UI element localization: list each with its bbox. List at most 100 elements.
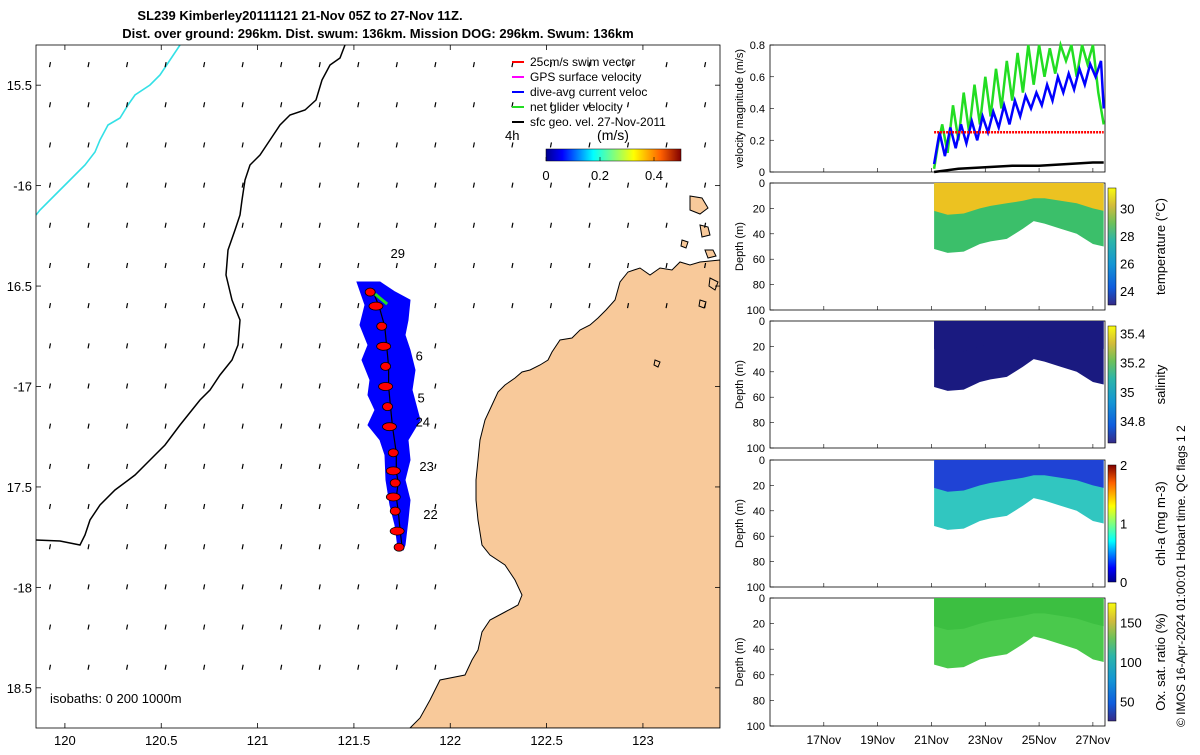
sfc-vector [395,142,398,148]
sfc-vector [164,664,167,670]
legend-entry: dive-avg current veloc [530,85,647,99]
day-label: 5 [417,391,424,406]
section-colorbar [1107,325,1117,444]
section-fill-upper [934,598,1104,630]
sfc-vector [203,142,206,148]
vel-y-tick-label: 0.8 [750,40,765,52]
sfc-vector [203,423,206,429]
depth-tick-label: 100 [747,443,765,455]
sfc-vector [318,463,321,469]
colorbar-tick-label: 150 [1120,616,1142,631]
sfc-vector [626,61,630,68]
sfc-vector [203,303,206,309]
sfc-vector [703,222,707,228]
sfc-vector [434,383,437,389]
sfc-vector [280,222,283,228]
section-ylabel: Depth (m) [734,499,746,548]
section-fill-upper [934,321,1104,353]
sfc-vector [125,463,129,469]
legend-entry: 25cm/s swim vector [530,55,635,69]
sfc-vector [395,664,398,670]
vel-y-tick-label: 0 [759,167,765,179]
map-x-tick-label: 121 [247,733,269,748]
depth-tick-label: 20 [753,203,765,215]
section-colorbar-label: Ox. sat. ratio (%) [1153,613,1168,711]
sfc-vector [87,664,90,670]
sfc-vector [203,584,206,590]
sfc-vector [48,182,52,188]
sfc-vector [434,503,437,510]
colorbar-tick-label: 0.2 [591,168,609,183]
map-x-tick-label: 121.5 [338,733,371,748]
sfc-vector [434,463,437,469]
sfc-vector [357,503,360,510]
colorbar-tick-label: 100 [1120,655,1142,670]
track-map: 29 6 5 24 23 22 120 120.5 121 121.5 122 122.5 123 1… [7,44,721,748]
depth-tick-label: 60 [753,531,765,543]
swim-vector-marker [376,321,388,331]
sfc-vector [703,142,707,148]
sfc-vector [472,262,475,269]
sfc-vector [164,343,167,349]
sfc-vector [48,61,52,68]
depth-tick-label: 80 [753,557,765,569]
sfc-vector [395,222,398,228]
sfc-vector [125,584,129,590]
sfc-vector [48,423,52,429]
sfc-vector [48,624,52,630]
time-tick-label: 27Nov [1076,733,1111,747]
sfc-vector [318,222,321,228]
isobath-1000m [36,45,346,546]
sfc-vector [357,61,360,68]
map-colorbar [545,148,682,162]
sfc-vector [357,182,360,188]
sfc-vector [357,383,360,389]
sfc-vector [203,182,206,188]
sfc-vector [357,463,360,469]
map-colorbar-ticks: 0 0.2 0.4 [542,157,663,183]
time-tick-label: 21Nov [914,733,949,747]
depth-tick-label: 80 [753,418,765,430]
sfc-vector [280,624,283,630]
sfc-vector [203,343,206,349]
sfc-vector [203,624,206,630]
sfc-vector [87,102,90,108]
sfc-vector [48,383,52,389]
sfc-vector [125,544,129,550]
sfc-vector [280,503,283,510]
colorbar-tick-label: 0.4 [645,168,663,183]
sfc-vector [280,383,283,389]
depth-tick-label: 0 [759,178,765,190]
sfc-vector [164,584,167,590]
swim-vector-marker [376,341,392,351]
sfc-vector [665,182,668,188]
vel-y-tick-label: 0.2 [750,135,765,147]
sfc-vector [125,383,129,389]
sfc-vector [626,102,630,108]
map-x-tick-label: 122 [439,733,461,748]
sfc-vector [511,303,514,309]
sfc-vector [241,61,244,68]
sfc-vector [48,102,52,108]
sfc-vector [549,182,553,188]
sfc-vector [87,61,90,68]
sfc-vector [665,303,668,309]
credit-text: © IMOS 16-Apr-2024 01:00:01 Hobart time.… [1174,425,1188,727]
sfc-vector [164,182,167,188]
depth-tick-label: 0 [759,593,765,605]
map-y-ticks: 15.5 -16 16.5 -17 17.5 -18 18.5 [7,78,720,696]
depth-tick-label: 100 [747,305,765,317]
section-colorbar [1107,187,1117,306]
sfc-vector [241,182,244,188]
sfc-vector [703,102,707,108]
sfc-vector [318,664,321,670]
sfc-vector [48,222,52,228]
sfc-vector [87,142,90,148]
depth-tick-label: 100 [747,582,765,594]
sfc-geo-vectors [48,61,707,670]
sfc-vector [665,102,668,108]
colorbar-tick-label: 1 [1120,517,1127,532]
section-colorbar-label: salinity [1153,364,1168,404]
glider-track [364,287,405,552]
